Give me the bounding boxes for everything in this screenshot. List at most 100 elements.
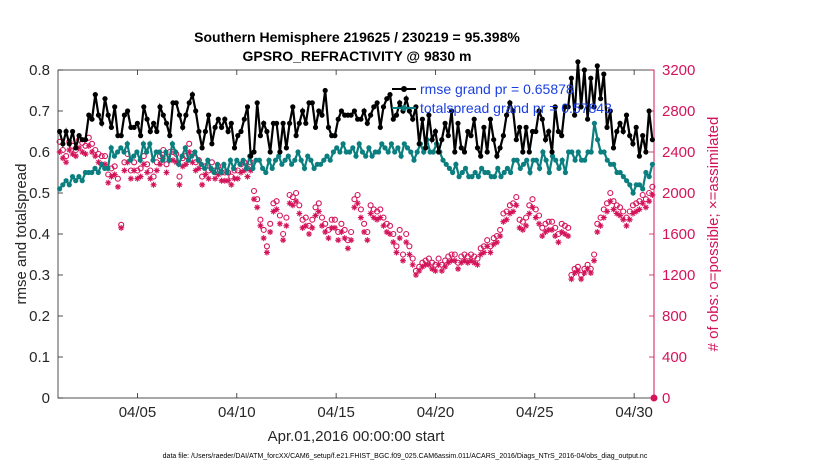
obs-assimilated-point (335, 237, 342, 244)
totalspread-point (414, 149, 420, 155)
obs-possible-point (649, 183, 656, 190)
obs-assimilated-point (105, 179, 112, 186)
obs-possible-point (377, 206, 384, 213)
obs-assimilated-point (338, 228, 345, 235)
left-tick-label: 0.7 (29, 103, 50, 120)
obs-assimilated-point (134, 175, 141, 182)
obs-assimilated-point (364, 237, 371, 244)
rmse-point (633, 124, 639, 130)
rmse-point (261, 120, 267, 126)
obs-possible-point (163, 161, 170, 168)
left-axis-ticks: 0 0.1 0.2 0.3 0.4 0.5 0.6 0.7 0.8 (29, 62, 63, 407)
rmse-point (432, 128, 438, 135)
rmse-point (478, 153, 484, 159)
obs-assimilated-point (140, 161, 147, 168)
totalspread-point (176, 161, 182, 167)
obs-assimilated-point (506, 210, 513, 217)
x-tick-label: 04/25 (516, 404, 554, 421)
totalspread-point (57, 186, 63, 192)
obs-possible-point (137, 165, 144, 172)
totalspread-point (479, 165, 485, 171)
rmse-point (565, 104, 571, 110)
rmse-point (267, 149, 273, 155)
rmse-point (549, 149, 555, 155)
obs-possible-point (176, 173, 183, 180)
obs-possible-point (503, 208, 510, 215)
totalspread-point (376, 149, 382, 155)
left-tick-label: 0.6 (29, 144, 50, 161)
obs-possible-point (296, 202, 303, 209)
obs-assimilated-point (59, 155, 66, 162)
totalspread-point (256, 157, 262, 163)
rmse-point (157, 104, 163, 110)
chart-subtitle: GPSRO_REFRACTIVITY @ 9830 m (243, 48, 472, 64)
totalspread-point (498, 174, 504, 180)
totalspread-point (98, 161, 105, 167)
rmse-point (623, 112, 630, 118)
totalspread-point (221, 161, 227, 167)
totalspread-point (147, 141, 153, 147)
obs-possible-point (399, 251, 407, 258)
obs-assimilated-point (108, 173, 115, 180)
rmse-point (419, 116, 425, 122)
rmse-point (92, 92, 98, 98)
obs-assimilated-point (147, 175, 154, 182)
totalspread-point (562, 169, 569, 176)
totalspread-point (305, 153, 311, 159)
obs-assimilated-point (480, 249, 487, 256)
rmse-point (461, 149, 468, 155)
obs-assimilated-point (600, 214, 607, 221)
obs-assimilated-point (542, 228, 549, 235)
rmse-point (604, 124, 610, 130)
rmse-point (154, 128, 160, 135)
obs-assimilated-point (523, 222, 530, 229)
rmse-point (231, 145, 238, 151)
obs-assimilated-point (497, 233, 504, 240)
totalspread-point (69, 174, 76, 180)
obs-possible-point (250, 187, 258, 195)
rmse-point (82, 137, 89, 143)
rmse-point (575, 59, 581, 65)
obs-assimilated-point (118, 224, 125, 231)
x-axis-label: Apr.01,2016 00:00:00 start (268, 428, 446, 445)
totalspread-point (440, 157, 446, 163)
totalspread-point (263, 169, 269, 176)
obs-assimilated-point (484, 243, 491, 250)
rmse-point (523, 124, 529, 130)
obs-assimilated-point (276, 220, 283, 227)
obs-possible-point (228, 173, 235, 180)
obs-assimilated-point (157, 161, 164, 168)
obs-assimilated-point (510, 208, 517, 215)
rmse-point (442, 120, 448, 126)
rmse-point (131, 124, 137, 130)
totalspread-point (450, 169, 456, 176)
rmse-point (371, 104, 377, 110)
right-axis-label: # of obs: o=possible; ×=assimilated (705, 117, 722, 352)
obs-assimilated-point (604, 208, 611, 215)
rmse-point (594, 63, 600, 69)
rmse-point (244, 104, 251, 110)
obs-possible-point (328, 216, 335, 223)
totalspread-point (533, 157, 540, 163)
obs-possible-point (147, 167, 154, 174)
obs-assimilated-point (231, 175, 238, 182)
obs-assimilated-point (182, 161, 189, 168)
obs-assimilated-point (186, 149, 193, 155)
rmse-point (429, 137, 435, 143)
totalspread-point (227, 157, 233, 163)
totalspread-point (269, 165, 275, 171)
totalspread-point (276, 153, 282, 159)
obs-assimilated-point (383, 228, 390, 235)
obs-assimilated-point (212, 175, 219, 182)
obs-possible-point (199, 173, 206, 180)
rmse-point (222, 116, 228, 122)
totalspread-point (289, 161, 295, 167)
obs-assimilated-point (636, 206, 643, 213)
rmse-point (507, 100, 513, 106)
obs-assimilated-point (56, 149, 63, 155)
totalspread-point (205, 157, 211, 163)
rmse-point (319, 112, 325, 118)
obs-assimilated-point (322, 228, 329, 235)
totalspread-point (617, 169, 623, 176)
